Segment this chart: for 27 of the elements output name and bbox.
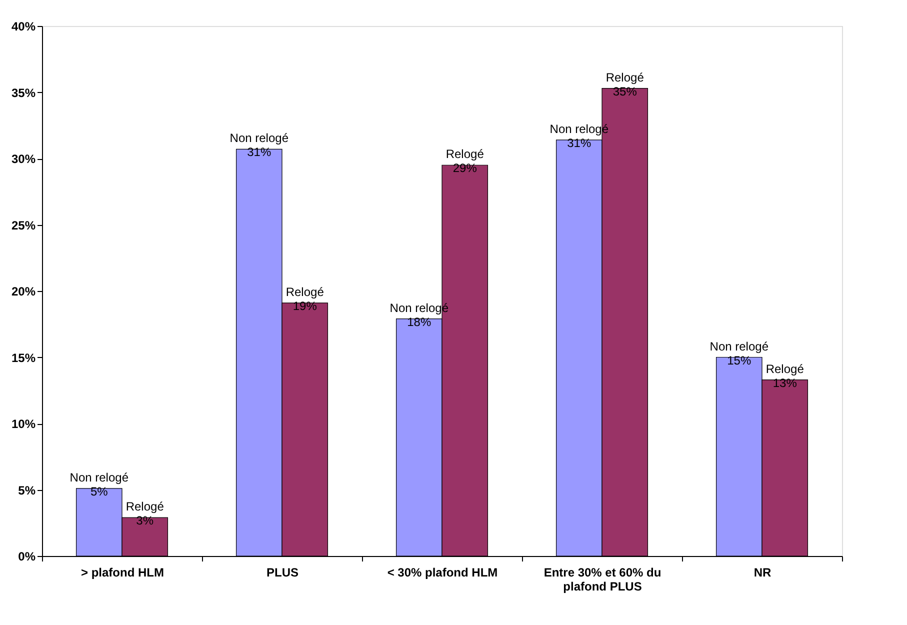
data-label: 29% — [452, 161, 478, 176]
text: Relogé — [606, 70, 644, 84]
text: Relogé — [446, 147, 484, 162]
x-tick-label: PLUS — [266, 566, 299, 580]
text: Non relogé — [230, 131, 288, 146]
data-label: 5% — [90, 484, 108, 498]
x-tick-label: Entre 30% et 60% du plafond PLUS — [544, 566, 662, 594]
text: Relogé — [766, 362, 804, 376]
x-tick-label: NR — [754, 566, 772, 580]
x-tick-label: > plafond HLM — [81, 566, 164, 580]
x-tick-label: < 30% plafond HLM — [387, 566, 498, 580]
y-tick-label: 25% — [11, 218, 36, 232]
y-tick-label: 20% — [11, 284, 36, 298]
y-tick-label: 40% — [11, 20, 36, 34]
y-tick-label: 0% — [18, 550, 36, 564]
series-label: Non relogé — [70, 470, 129, 484]
y-tick-label: 10% — [11, 417, 36, 431]
series-label: Relogé — [126, 500, 164, 514]
data-label: 31% — [567, 136, 592, 150]
y-tick-label: 30% — [11, 152, 36, 166]
y-tick-label: 35% — [11, 86, 36, 100]
text: Non relogé — [710, 339, 768, 354]
y-tick-label: 15% — [11, 350, 36, 365]
data-label: 19% — [292, 298, 318, 313]
y-tick-label: 5% — [18, 483, 36, 498]
data-label: 3% — [136, 514, 154, 528]
text: Relogé — [286, 284, 324, 299]
